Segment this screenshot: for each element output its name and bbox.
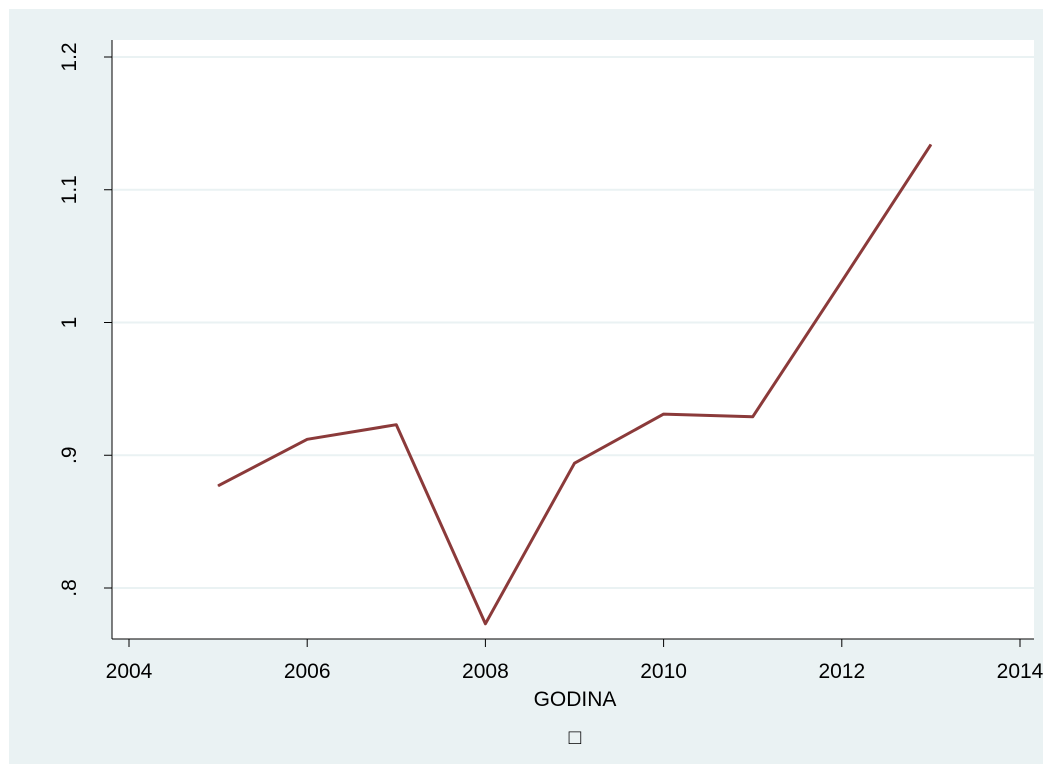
x-tick-label-2: 2008	[462, 660, 509, 683]
data-point-2	[395, 424, 397, 426]
data-point-4	[574, 462, 575, 464]
y-ticks: .8 .9 1 1.1 1.2	[58, 42, 112, 597]
x-tick-label-5: 2014	[997, 660, 1044, 683]
y-tick-label-4: 1.2	[58, 42, 81, 71]
x-tick-label-0: 2004	[106, 660, 153, 683]
x-tick-label-3: 2010	[640, 660, 687, 683]
data-point-3	[484, 623, 486, 625]
data-point-7	[841, 280, 843, 282]
data-point-6	[752, 416, 754, 418]
x-tick-label-4: 2012	[818, 660, 865, 683]
data-point-1	[306, 438, 308, 440]
data-point-0	[217, 485, 219, 487]
data-point-5	[663, 413, 665, 415]
x-tick-label-1: 2006	[284, 660, 331, 683]
data-point-8	[930, 144, 932, 146]
series-group	[217, 143, 933, 626]
x-axis-title: GODINA	[534, 688, 617, 711]
plot-area	[112, 40, 1034, 639]
x-ticks: 2004 2006 2008 2010 2012 2014	[106, 639, 1044, 683]
grid-lines	[113, 56, 1034, 589]
y-tick-label-3: 1.1	[58, 175, 81, 204]
y-tick-label-0: .8	[58, 579, 81, 597]
legend-placeholder: □	[569, 726, 582, 749]
y-tick-label-2: 1	[58, 317, 81, 329]
y-tick-label-1: .9	[58, 446, 81, 464]
